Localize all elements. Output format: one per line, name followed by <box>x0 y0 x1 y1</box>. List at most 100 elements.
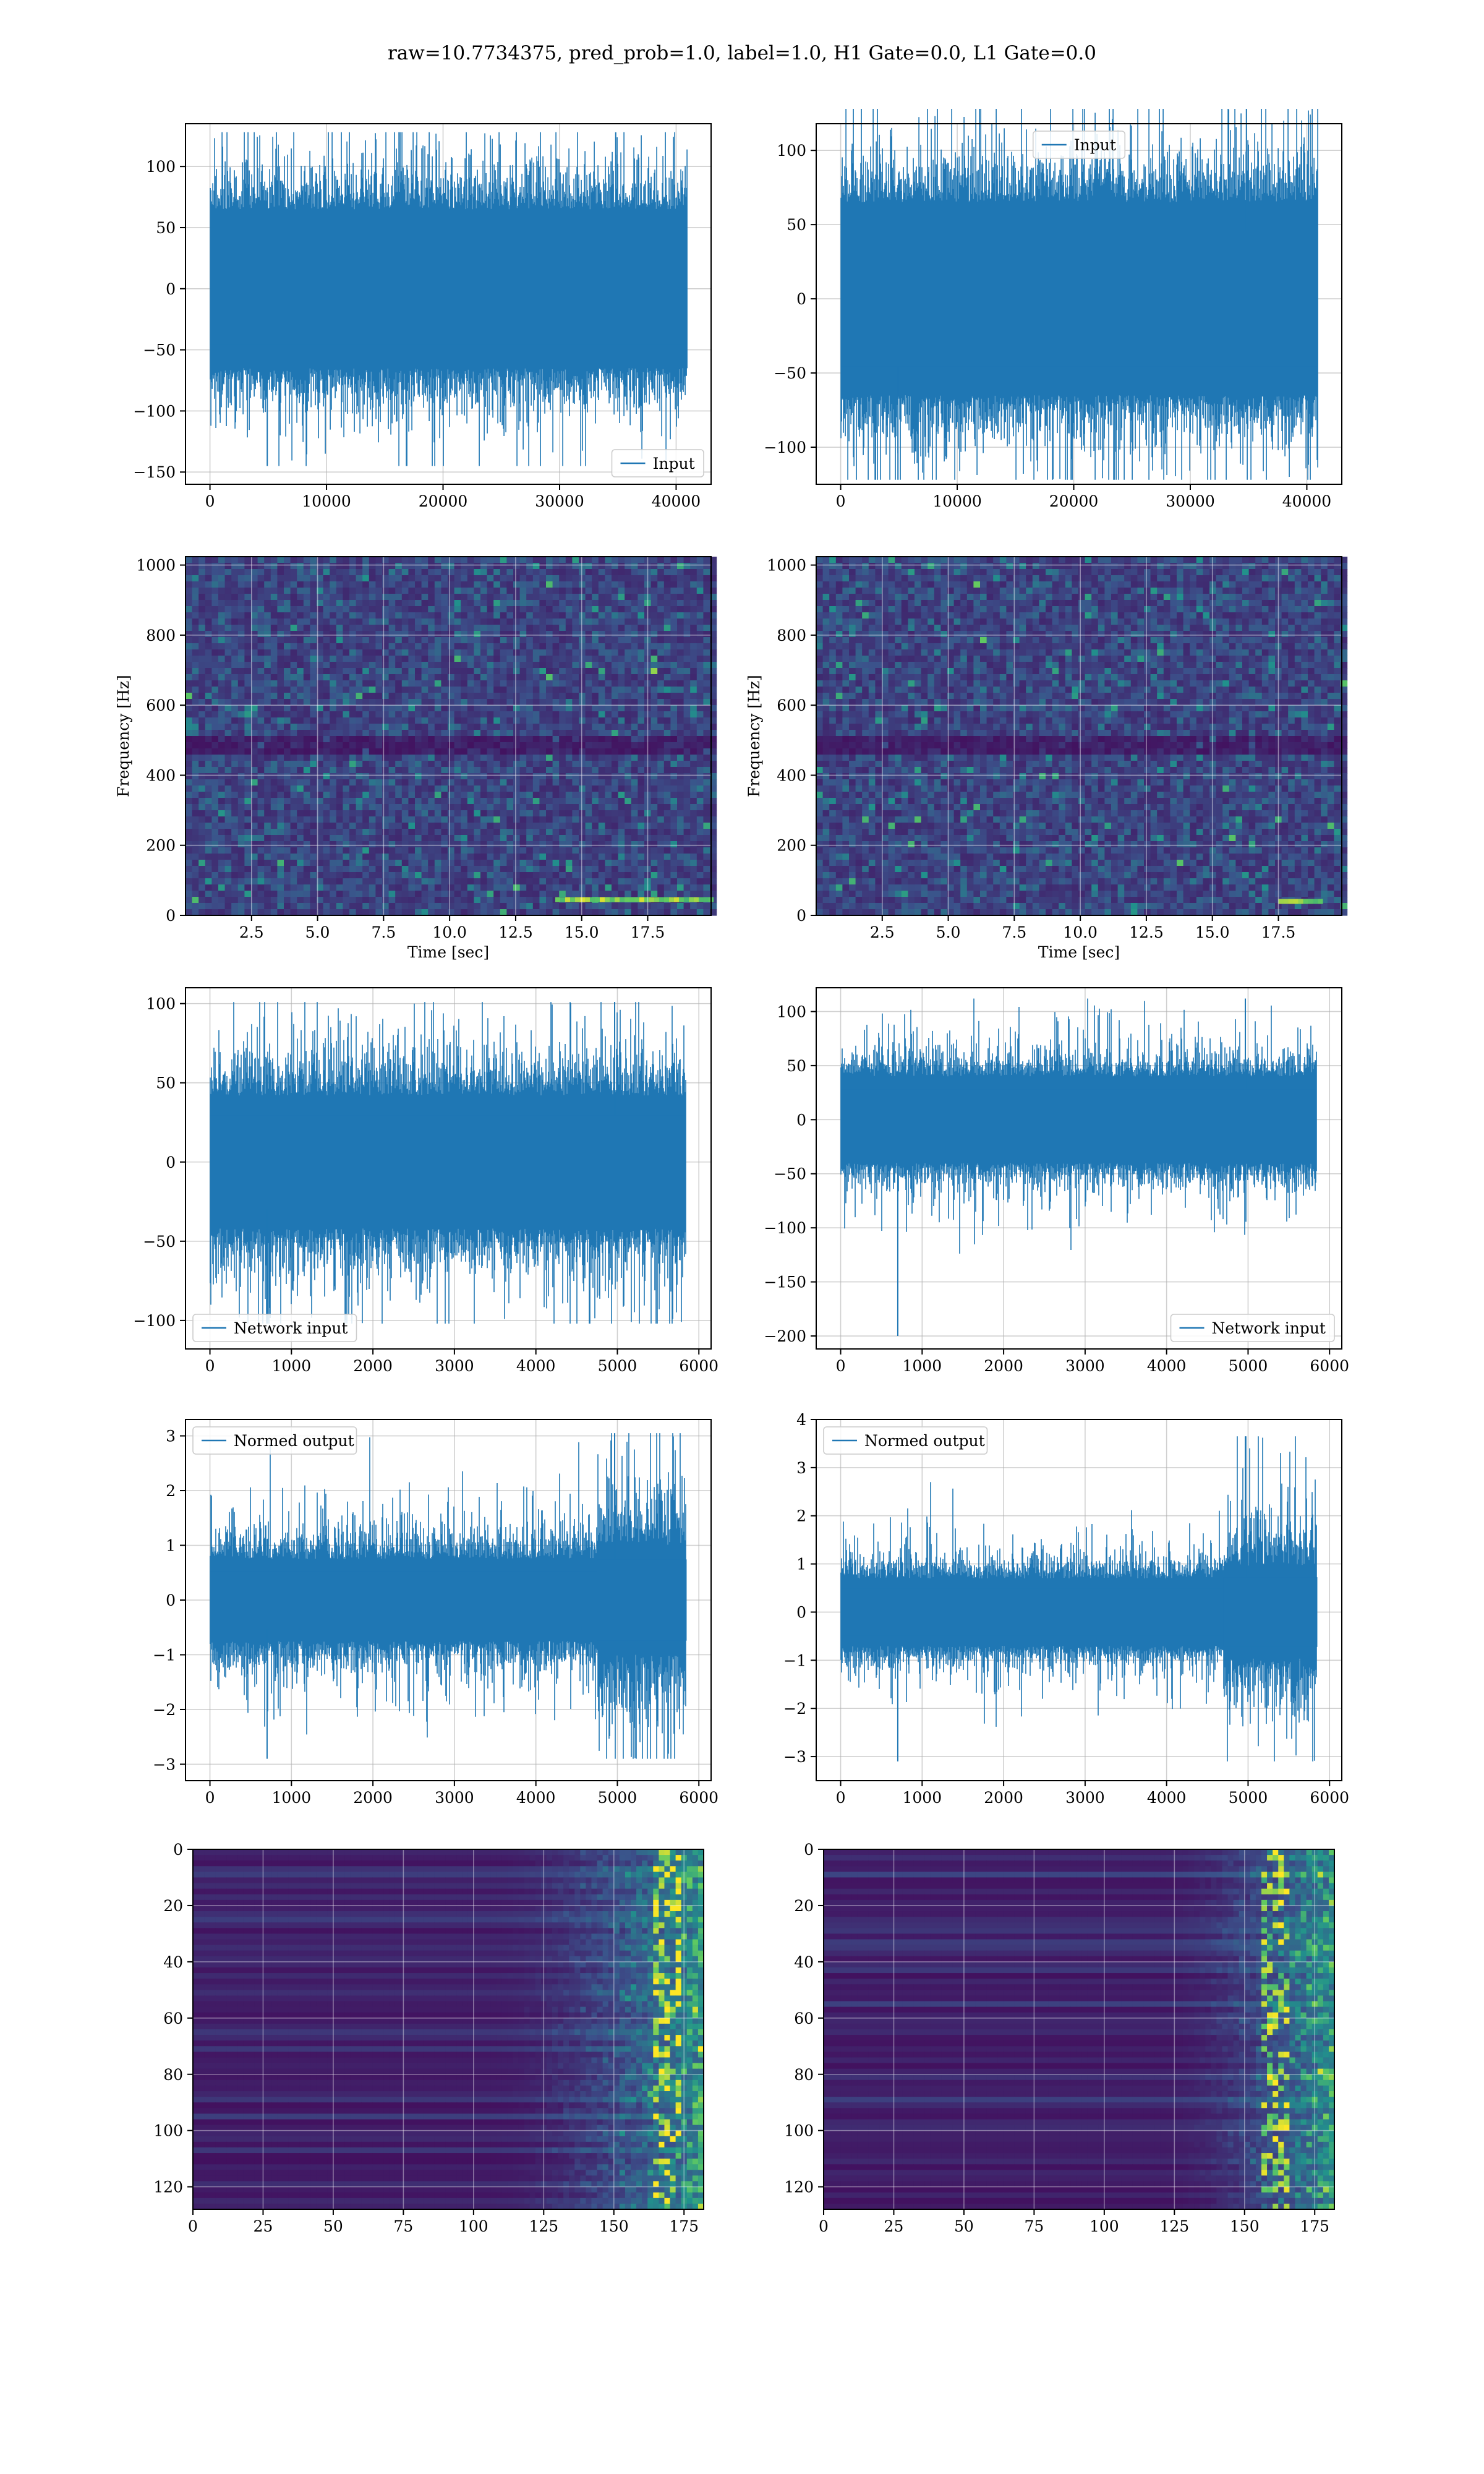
spectrogram-cell <box>461 618 467 625</box>
spectrogram-cell <box>251 680 258 687</box>
spectrogram-cell <box>225 625 232 631</box>
spectrogram-cell <box>323 656 330 662</box>
spectrogram-cell <box>592 581 599 588</box>
spectrogram-cell <box>244 569 251 576</box>
spectrogram-cell <box>198 606 205 613</box>
spectrogram-cell <box>192 575 199 582</box>
spectrogram-cell <box>422 680 429 687</box>
spectrogram-cell <box>428 662 435 669</box>
spectrogram-cell <box>395 649 402 656</box>
spectrogram-cell <box>520 612 527 619</box>
spectrogram-cell <box>572 581 579 588</box>
spectrogram-cell <box>330 581 336 588</box>
spectrogram-cell <box>408 581 415 588</box>
spectrogram-cell <box>258 557 265 563</box>
y-tick-label: 100 <box>146 158 176 176</box>
spectrogram-cell <box>435 662 441 669</box>
spectrogram-cell <box>192 588 199 594</box>
spectrogram-cell <box>533 693 540 700</box>
spectrogram-cell <box>356 662 363 669</box>
spectrogram-cell <box>690 618 697 625</box>
spectrogram-cell <box>513 600 520 607</box>
spectrogram-cell <box>291 687 297 693</box>
spectrogram-cell <box>586 581 592 588</box>
spectrogram-cell <box>533 637 540 644</box>
spectrogram-cell <box>428 637 435 644</box>
spectrogram-cell <box>218 557 225 563</box>
spectrogram-cell <box>186 662 192 669</box>
spectrogram-cell <box>362 668 369 675</box>
spectrogram-cell <box>323 600 330 607</box>
spectrogram-cell <box>539 581 546 588</box>
spectrogram-cell <box>369 637 376 644</box>
spectrogram-cell <box>474 563 480 570</box>
spectrogram-cell <box>566 662 573 669</box>
spectrogram-cell <box>579 649 586 656</box>
spectrogram-cell <box>304 575 310 582</box>
x-tick-label: 0 <box>836 492 846 510</box>
spectrogram-cell <box>218 631 225 638</box>
spectrogram-cell <box>454 693 461 700</box>
spectrogram-cell <box>566 588 573 594</box>
spectrogram-cell <box>402 637 409 644</box>
spectrogram-cell <box>533 594 540 601</box>
spectrogram-cell <box>506 637 513 644</box>
spectrogram-cell <box>638 612 644 619</box>
spectrogram-cell <box>218 588 225 594</box>
spectrogram-cell <box>408 606 415 613</box>
spectrogram-cell <box>480 656 487 662</box>
spectrogram-cell <box>369 687 376 693</box>
spectrogram-cell <box>487 693 494 700</box>
spectrogram-cell <box>205 581 212 588</box>
spectrogram-cell <box>186 557 192 563</box>
spectrogram-cell <box>448 662 454 669</box>
spectrogram-cell <box>461 581 467 588</box>
spectrogram-cell <box>218 680 225 687</box>
spectrogram-cell <box>336 557 343 563</box>
spectrogram-cell <box>395 612 402 619</box>
spectrogram-cell <box>592 662 599 669</box>
spectrogram-cell <box>323 643 330 650</box>
spectrogram-cell <box>677 680 684 687</box>
spectrogram-cell <box>500 643 507 650</box>
spectrogram-cell <box>690 643 697 650</box>
spectrogram-cell <box>415 687 422 693</box>
spectrogram-cell <box>664 680 671 687</box>
spectrogram-cell <box>435 649 441 656</box>
spectrogram-cell <box>533 687 540 693</box>
spectrogram-cell <box>362 606 369 613</box>
spectrogram-cell <box>520 588 527 594</box>
spectrogram-cell <box>304 662 310 669</box>
spectrogram-cell <box>493 631 500 638</box>
spectrogram-cell <box>428 606 435 613</box>
spectrogram-cell <box>310 563 317 570</box>
spectrogram-cell <box>566 618 573 625</box>
legend: Input <box>612 450 704 477</box>
spectrogram-cell <box>493 656 500 662</box>
spectrogram-cell <box>251 569 258 576</box>
spectrogram-cell <box>415 625 422 631</box>
spectrogram-cell <box>225 687 232 693</box>
spectrogram-cell <box>435 569 441 576</box>
spectrogram-cell <box>205 656 212 662</box>
spectrogram-cell <box>441 649 448 656</box>
spectrogram-cell <box>258 581 265 588</box>
spectrogram-cell <box>422 662 429 669</box>
spectrogram-cell <box>677 625 684 631</box>
spectrogram-cell <box>631 680 638 687</box>
spectrogram-cell <box>271 625 278 631</box>
spectrogram-cell <box>415 612 422 619</box>
spectrogram-cell <box>461 643 467 650</box>
spectrogram-cell <box>448 588 454 594</box>
spectrogram-cell <box>690 612 697 619</box>
spectrogram-cell <box>415 680 422 687</box>
spectrogram-cell <box>500 575 507 582</box>
spectrogram-cell <box>330 631 336 638</box>
spectrogram-cell <box>291 649 297 656</box>
spectrogram-cell <box>467 687 474 693</box>
spectrogram-cell <box>277 557 284 563</box>
spectrogram-cell <box>546 693 553 700</box>
spectrogram-cell <box>553 581 560 588</box>
spectrogram-cell <box>369 600 376 607</box>
spectrogram-cell <box>670 618 677 625</box>
